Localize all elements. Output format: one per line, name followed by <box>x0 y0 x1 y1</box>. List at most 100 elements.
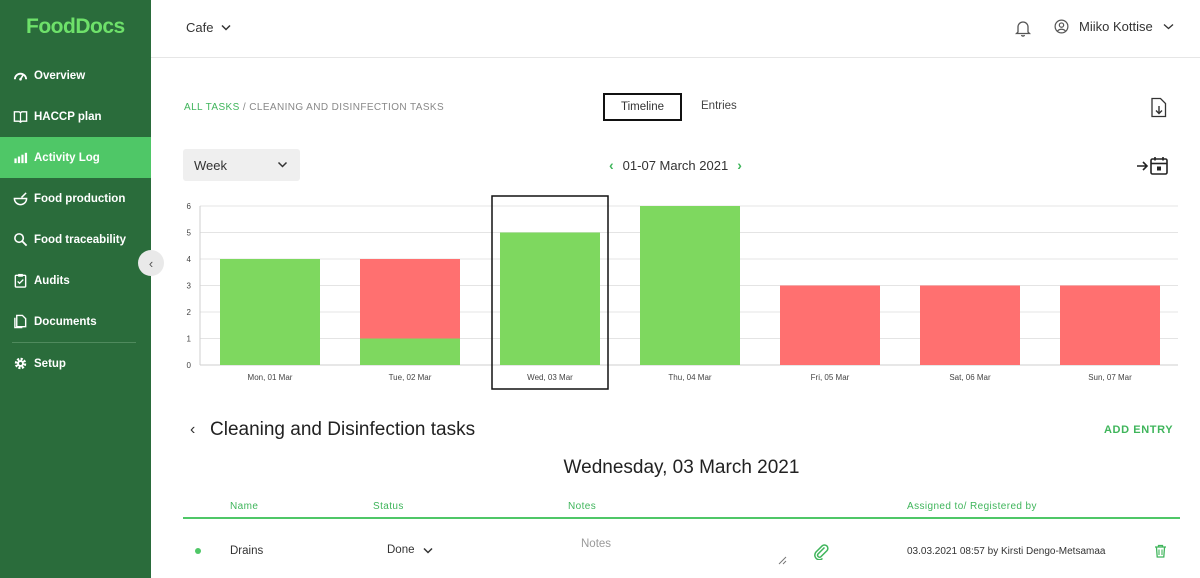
bar-chart-icon <box>12 150 28 166</box>
chevron-down-icon <box>422 547 433 554</box>
task-name: Drains <box>230 545 264 557</box>
sidebar-item-label: HACCP plan <box>34 110 102 123</box>
chevron-down-icon <box>221 24 231 31</box>
column-header-notes: Notes <box>568 501 597 512</box>
chevron-left-icon: ‹ <box>148 255 154 271</box>
user-name: Miiko Kottise <box>1079 19 1153 34</box>
date-navigator: ‹ 01-07 March 2021 › <box>609 157 742 173</box>
sidebar-item-documents[interactable]: Documents <box>0 301 151 342</box>
assigned-to-value: 03.03.2021 08:57 by Kirsti Dengo-Metsama… <box>907 546 1106 557</box>
logo-o-icon: o <box>89 15 103 38</box>
breadcrumb: ALL TASKS / CLEANING AND DISINFECTION TA… <box>184 102 444 113</box>
sidebar-divider <box>12 342 136 343</box>
activity-bar-chart: 0 1 2 3 4 5 6 Mon, 01 Mar Tue, 02 Mar Wed, 03 Mar… <box>187 195 1178 390</box>
bowl-icon <box>12 191 28 207</box>
next-week-button[interactable]: › <box>737 157 742 173</box>
column-header-status: Status <box>373 501 404 512</box>
bar-missed-7[interactable] <box>1060 285 1160 366</box>
sidebar-item-setup[interactable]: Setup <box>0 343 151 384</box>
bar-missed-6[interactable] <box>920 285 1020 366</box>
period-select[interactable]: Week <box>183 149 300 181</box>
sidebar-item-label: Activity Log <box>34 151 100 164</box>
foodocs-logo[interactable]: FoodDocs <box>26 15 125 39</box>
bell-icon[interactable] <box>1015 19 1031 37</box>
paperclip-icon[interactable] <box>812 542 830 560</box>
sidebar-item-audits[interactable]: Audits <box>0 260 151 301</box>
documents-icon <box>12 314 28 330</box>
table-header: Name Status Notes Assigned to/ Registere… <box>183 497 1180 519</box>
period-select-value: Week <box>194 157 227 173</box>
back-chevron-icon[interactable]: ‹ <box>190 421 196 438</box>
sidebar-collapse-button[interactable]: ‹ <box>138 250 164 276</box>
sidebar-item-label: Food traceability <box>34 233 127 246</box>
table-row: Drains Done 03.03.2021 08:57 by Kirsti D… <box>183 530 1180 578</box>
x-tick-label: Mon, 01 Mar <box>248 373 293 382</box>
y-tick-label: 0 <box>187 361 192 370</box>
bar-completed-3[interactable] <box>500 232 600 366</box>
column-header-assigned: Assigned to/ Registered by <box>907 501 1037 512</box>
gear-icon <box>12 356 28 372</box>
location-selector[interactable]: Cafe <box>186 20 231 35</box>
selected-day-outline[interactable] <box>491 195 609 390</box>
chevron-down-icon <box>1163 24 1174 30</box>
sidebar-item-food-traceability[interactable]: Food traceability <box>0 219 151 260</box>
x-tick-label: Wed, 03 Mar <box>527 373 573 382</box>
sidebar-item-overview[interactable]: Overview <box>0 55 151 96</box>
y-tick-label: 4 <box>187 255 192 264</box>
logo-text-food: Food <box>26 15 76 38</box>
x-tick-label: Fri, 05 Mar <box>811 373 850 382</box>
status-dropdown[interactable]: Done <box>387 544 433 556</box>
search-icon <box>12 232 28 248</box>
sidebar-item-haccp-plan[interactable]: HACCP plan <box>0 96 151 137</box>
trash-icon[interactable] <box>1154 544 1167 558</box>
sidebar-item-label: Setup <box>34 357 66 370</box>
x-tick-label: Sat, 06 Mar <box>949 373 991 382</box>
bar-completed-2[interactable] <box>360 338 460 366</box>
sidebar-item-activity-log[interactable]: Activity Log <box>0 137 151 178</box>
location-label: Cafe <box>186 20 214 35</box>
export-document-icon[interactable] <box>1150 97 1168 119</box>
breadcrumb-all-tasks[interactable]: ALL TASKS <box>184 102 240 113</box>
resize-handle-icon[interactable] <box>778 556 787 565</box>
bar-missed-2[interactable] <box>360 259 460 339</box>
section-title: Cleaning and Disinfection tasks <box>210 419 476 440</box>
logo-text-cs: cs <box>102 15 125 38</box>
jump-to-date-calendar-icon[interactable] <box>1136 155 1170 177</box>
previous-week-button[interactable]: ‹ <box>609 157 614 173</box>
tab-timeline[interactable]: Timeline <box>603 93 682 121</box>
y-tick-label: 5 <box>187 229 192 238</box>
sidebar-item-label: Overview <box>34 69 86 82</box>
status-value: Done <box>387 544 415 556</box>
user-avatar-icon <box>1054 19 1069 34</box>
sidebar-item-food-production[interactable]: Food production <box>0 178 151 219</box>
gauge-icon <box>12 68 28 84</box>
day-title: Wednesday, 03 March 2021 <box>563 457 800 478</box>
y-tick-label: 1 <box>187 335 192 344</box>
tab-entries-label: Entries <box>701 100 737 112</box>
tab-entries[interactable]: Entries <box>701 100 737 112</box>
top-bar: Cafe Miiko Kottise <box>151 0 1200 58</box>
bar-completed-1[interactable] <box>220 259 320 365</box>
x-tick-label: Tue, 02 Mar <box>389 373 432 382</box>
breadcrumb-separator: / <box>242 102 247 113</box>
x-tick-label: Sun, 07 Mar <box>1088 373 1132 382</box>
tab-timeline-label: Timeline <box>620 101 665 113</box>
book-icon <box>12 109 28 125</box>
user-menu[interactable]: Miiko Kottise <box>1054 19 1174 34</box>
add-entry-button[interactable]: ADD ENTRY <box>1104 424 1174 436</box>
bar-completed-4[interactable] <box>640 206 740 365</box>
sidebar-item-label: Food production <box>34 192 126 205</box>
logo-text-d: D <box>75 15 90 38</box>
status-dot-icon <box>195 548 201 554</box>
sidebar-item-label: Audits <box>34 274 70 287</box>
sidebar-nav: Overview HACCP plan Activity Log Food pr… <box>0 55 151 384</box>
clipboard-icon <box>12 273 28 289</box>
column-header-name: Name <box>230 501 259 512</box>
x-tick-label: Thu, 04 Mar <box>668 373 711 382</box>
breadcrumb-current: CLEANING AND DISINFECTION TASKS <box>249 102 445 113</box>
y-tick-label: 3 <box>187 282 192 291</box>
bar-missed-5[interactable] <box>780 285 880 366</box>
sidebar-item-label: Documents <box>34 315 97 328</box>
notes-field[interactable] <box>581 538 787 566</box>
